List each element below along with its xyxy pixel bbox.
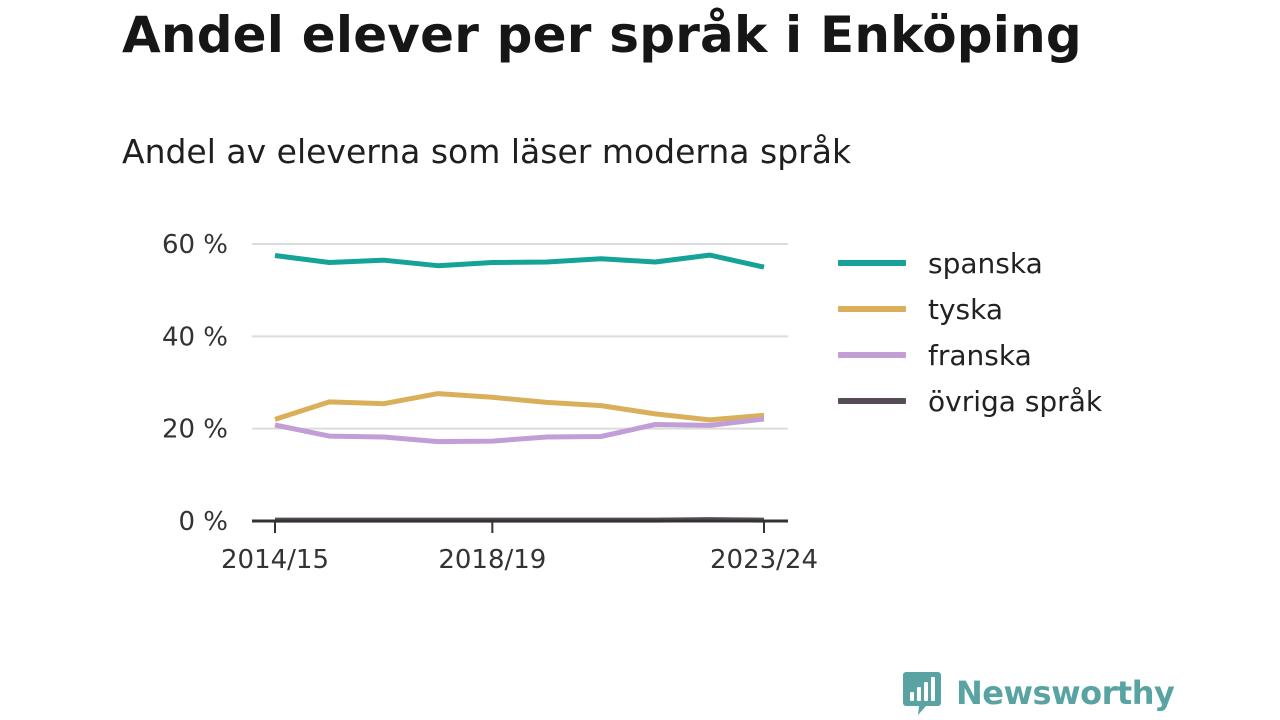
y-tick-label: 20 % [162,415,228,445]
legend-item: spanska [838,240,1102,286]
bar-chart-speech-bubble-icon [903,672,941,715]
legend: spanska tyska franska övriga språk [838,240,1102,424]
series-line-franska [274,416,765,445]
y-tick-label: 40 % [162,322,228,352]
legend-swatch [838,306,906,312]
legend-item: tyska [838,286,1102,332]
legend-label: övriga språk [928,384,1103,418]
series-lines [274,252,765,523]
legend-swatch [838,352,906,358]
legend-label: tyska [928,292,1004,326]
legend-swatch [838,398,906,404]
page-title: Andel elever per språk i Enköping [122,6,1082,64]
x-tick-label: 2014/15 [221,545,329,575]
y-tick-label: 60 % [162,230,228,260]
brand-name: Newsworthy [956,674,1175,712]
y-tick-label: 0 % [178,507,228,537]
chart-subtitle: Andel av eleverna som läser moderna språ… [122,132,852,171]
x-axis-tick-labels: 2014/15 2018/19 2023/24 [221,545,818,575]
series-line-tyska [274,391,765,423]
legend-item: övriga språk [838,378,1102,424]
legend-label: spanska [928,246,1043,280]
y-axis-tick-labels: 0 % 20 % 40 % 60 % [162,230,228,537]
legend-label: franska [928,338,1032,372]
gridlines [252,243,788,430]
x-tick-label: 2023/24 [710,545,818,575]
x-axis [252,519,788,533]
legend-swatch [838,260,906,266]
legend-item: franska [838,332,1102,378]
series-line-spanska [274,252,765,270]
brand-logo: Newsworthy [902,670,1175,716]
x-tick-label: 2018/19 [438,545,546,575]
